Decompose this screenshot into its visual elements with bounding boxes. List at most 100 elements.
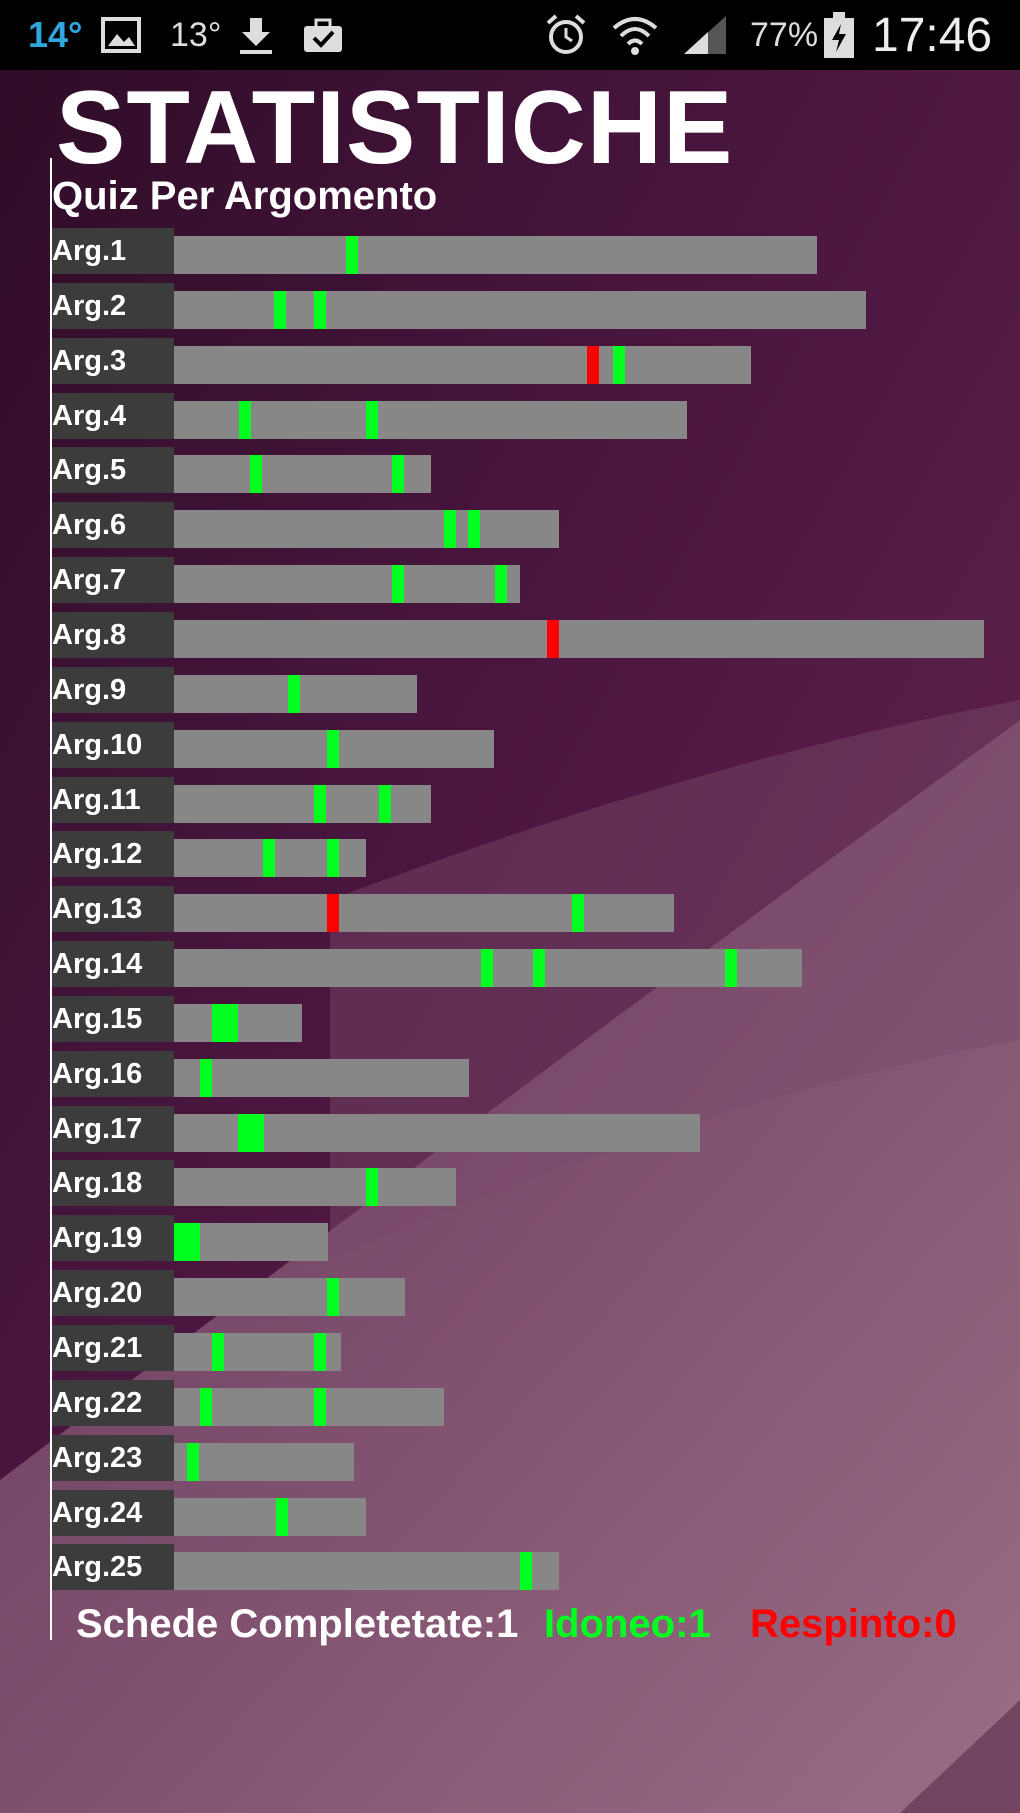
topic-row: Arg.8 (52, 611, 1002, 658)
topic-label: Arg.6 (52, 502, 174, 549)
fail-marker (547, 619, 559, 658)
alarm-icon (544, 0, 588, 70)
pass-marker (187, 1442, 199, 1481)
battery-charging-icon (822, 0, 856, 70)
topic-row: Arg.1 (52, 228, 1002, 274)
pass-marker (200, 1387, 212, 1426)
pass-marker (314, 1387, 326, 1426)
topic-row: Arg.4 (52, 392, 1002, 439)
topic-progress-bar (174, 1168, 456, 1207)
pass-marker (725, 949, 737, 988)
topic-label: Arg.3 (52, 337, 174, 384)
topic-label: Arg.4 (52, 392, 174, 439)
topic-row: Arg.23 (52, 1434, 1002, 1481)
topic-label: Arg.2 (52, 282, 174, 329)
axis-line (50, 158, 52, 1640)
topic-label: Arg.10 (52, 721, 174, 768)
pass-marker (263, 839, 275, 878)
topic-progress-bar (174, 565, 520, 604)
topic-progress-bar (174, 236, 817, 274)
topic-label: Arg.11 (52, 776, 174, 823)
topic-row: Arg.13 (52, 886, 1002, 933)
topic-label: Arg.7 (52, 557, 174, 604)
clock: 17:46 (872, 8, 993, 62)
topic-row: Arg.21 (52, 1325, 1002, 1371)
pass-marker (520, 1552, 532, 1591)
topic-progress-bar (174, 290, 866, 329)
topic-progress-bar (174, 839, 366, 878)
topic-label: Arg.16 (52, 1050, 174, 1097)
topic-progress-bar (174, 1003, 302, 1042)
topic-progress-bar (174, 400, 687, 439)
pass-marker (346, 236, 358, 274)
topic-progress-bar (174, 345, 751, 384)
section-subtitle: Quiz Per Argomento (52, 174, 438, 218)
topic-label: Arg.18 (52, 1160, 174, 1207)
pass-marker (238, 1113, 264, 1152)
pass-marker (327, 839, 339, 878)
topic-label: Arg.9 (52, 666, 174, 713)
topic-row: Arg.2 (52, 282, 1002, 329)
pass-marker (392, 565, 404, 604)
pass-marker (444, 510, 456, 549)
pass-marker (366, 400, 378, 439)
fail-marker (587, 345, 599, 384)
topic-row: Arg.17 (52, 1105, 1002, 1152)
pass-marker (212, 1333, 224, 1371)
page-title: STATISTICHE (56, 70, 734, 186)
topic-progress-bar (174, 510, 559, 549)
status-bar: 14° 13° 77% 17:46 (0, 0, 1020, 70)
topic-progress-bar (174, 1552, 559, 1591)
temperature-2: 13° (170, 15, 222, 54)
topic-row: Arg.7 (52, 557, 1002, 604)
topic-label: Arg.1 (52, 228, 174, 274)
pass-marker (572, 894, 584, 933)
topic-row: Arg.6 (52, 502, 1002, 549)
pass-marker (314, 290, 326, 329)
topic-row: Arg.25 (52, 1544, 1002, 1591)
pass-marker (174, 1223, 200, 1262)
topic-label: Arg.8 (52, 611, 174, 658)
pass-marker (533, 949, 545, 988)
topic-label: Arg.15 (52, 995, 174, 1042)
pass-marker (314, 1333, 326, 1371)
topic-progress-bar (174, 1333, 341, 1371)
topic-progress-bar (174, 455, 431, 494)
topic-progress-bar (174, 1113, 700, 1152)
pass-count: Idoneo:1 (544, 1602, 711, 1646)
fail-count: Respinto:0 (750, 1602, 957, 1646)
signal-icon (680, 0, 730, 70)
pass-marker (288, 674, 300, 713)
pass-marker (613, 345, 625, 384)
pass-marker (327, 1278, 339, 1317)
pass-marker (481, 949, 493, 988)
topic-progress-bar (174, 894, 674, 933)
topic-label: Arg.20 (52, 1270, 174, 1317)
topic-progress-bar (174, 674, 417, 713)
topic-label: Arg.25 (52, 1544, 174, 1591)
temperature-1: 14° (28, 14, 83, 55)
topic-progress-bar (174, 1497, 366, 1536)
pass-marker (468, 510, 480, 549)
battery-percent: 77% (750, 15, 819, 54)
topic-row: Arg.22 (52, 1379, 1002, 1426)
pass-marker (495, 565, 507, 604)
topic-progress-bar (174, 619, 984, 658)
topic-row: Arg.5 (52, 447, 1002, 494)
topic-row: Arg.16 (52, 1050, 1002, 1097)
topic-progress-bar (174, 1278, 405, 1317)
pass-marker (392, 455, 404, 494)
topic-row: Arg.18 (52, 1160, 1002, 1207)
topic-label: Arg.24 (52, 1489, 174, 1536)
wifi-icon (610, 0, 660, 70)
topic-label: Arg.13 (52, 886, 174, 933)
topic-progress-bar (174, 729, 494, 768)
pass-marker (327, 729, 339, 768)
topic-label: Arg.21 (52, 1325, 174, 1371)
topic-label: Arg.5 (52, 447, 174, 494)
topic-label: Arg.17 (52, 1105, 174, 1152)
topic-row: Arg.24 (52, 1489, 1002, 1536)
topic-row: Arg.15 (52, 995, 1002, 1042)
topic-progress-bar (174, 1387, 444, 1426)
topic-label: Arg.12 (52, 831, 174, 878)
